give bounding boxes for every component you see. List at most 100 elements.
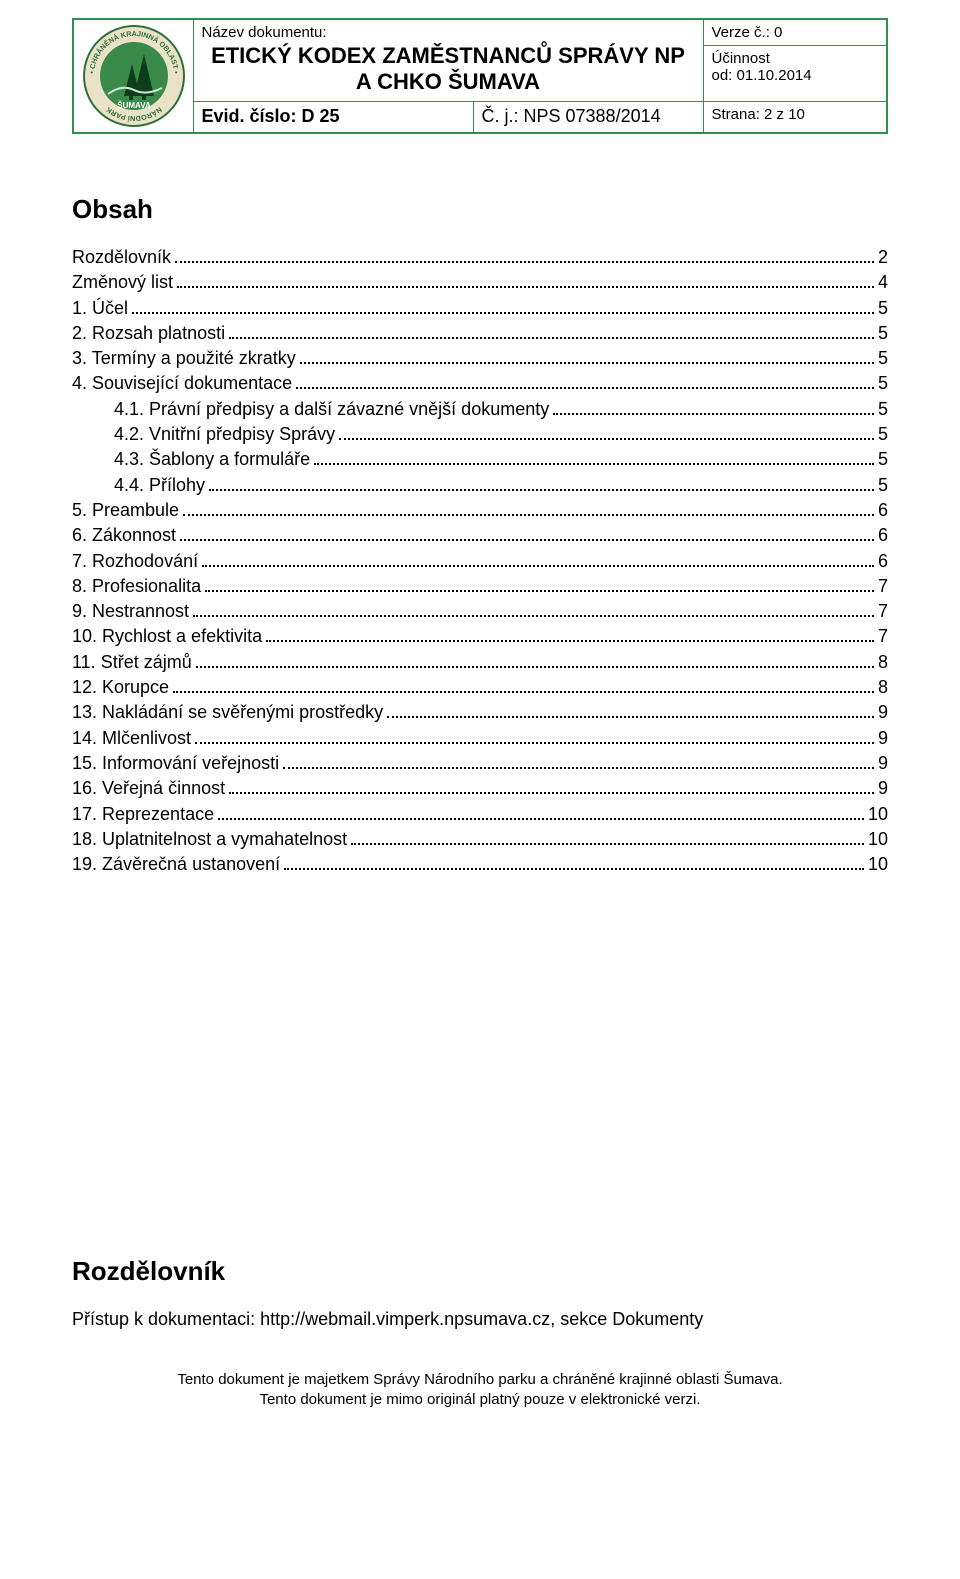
toc-label: 7. Rozhodování	[72, 549, 198, 573]
toc-page: 5	[878, 397, 888, 421]
toc-row: 7. Rozhodování 6	[72, 549, 888, 573]
toc-label: Rozdělovník	[72, 245, 171, 269]
toc-dots	[193, 602, 874, 617]
effective-from: od: 01.10.2014	[712, 67, 812, 84]
doc-label: Název dokumentu:	[202, 24, 695, 41]
toc-row: 10. Rychlost a efektivita 7	[72, 624, 888, 648]
toc-page: 6	[878, 498, 888, 522]
toc-dots	[266, 627, 874, 642]
version-cell: Verze č.: 0 Účinnost od: 01.10.2014	[703, 19, 887, 102]
svg-text:ŠUMAVA: ŠUMAVA	[117, 101, 151, 110]
toc-page: 5	[878, 346, 888, 370]
toc-dots	[296, 374, 874, 389]
toc-label: 17. Reprezentace	[72, 802, 214, 826]
evid-number: Evid. číslo: D 25	[202, 106, 340, 126]
disclaimer-line1: Tento dokument je majetkem Správy Národn…	[177, 1371, 782, 1388]
toc-dots	[177, 273, 874, 288]
toc-dots	[339, 425, 874, 440]
toc-row: 5. Preambule 6	[72, 498, 888, 522]
toc-row: 15. Informování veřejnosti9	[72, 751, 888, 775]
toc-dots	[205, 577, 874, 592]
toc-row: 16. Veřejná činnost9	[72, 776, 888, 800]
toc-page: 4	[878, 270, 888, 294]
toc-row: 18. Uplatnitelnost a vymahatelnost 10	[72, 827, 888, 851]
strana-cell: Strana: 2 z 10	[703, 102, 887, 133]
toc-dots	[314, 450, 874, 465]
toc-page: 5	[878, 422, 888, 446]
toc-page: 10	[868, 827, 888, 851]
toc-row: Rozdělovník2	[72, 245, 888, 269]
sumava-logo-icon: • CHRÁNĚNÁ KRAJINNÁ OBLAST • NÁRODNÍ PAR…	[82, 24, 186, 128]
effective-block: Účinnost od: 01.10.2014	[704, 46, 887, 88]
toc-label: 1. Účel	[72, 296, 128, 320]
toc-page: 5	[878, 447, 888, 471]
toc-label: 4.4. Přílohy	[114, 473, 205, 497]
doc-title-cell: Název dokumentu: ETICKÝ KODEX ZAMĚSTNANC…	[193, 19, 703, 102]
toc-page: 5	[878, 371, 888, 395]
toc-label: 4. Související dokumentace	[72, 371, 292, 395]
toc-label: 6. Zákonnost	[72, 523, 176, 547]
toc-label: 10. Rychlost a efektivita	[72, 624, 262, 648]
toc-dots	[183, 501, 874, 516]
toc-row: 6. Zákonnost 6	[72, 523, 888, 547]
document-header-table: • CHRÁNĚNÁ KRAJINNÁ OBLAST • NÁRODNÍ PAR…	[72, 18, 888, 134]
toc-dots	[218, 804, 864, 819]
toc-row: 3. Termíny a použité zkratky5	[72, 346, 888, 370]
page: • CHRÁNĚNÁ KRAJINNÁ OBLAST • NÁRODNÍ PAR…	[0, 0, 960, 1449]
toc-label: 4.3. Šablony a formuláře	[114, 447, 310, 471]
toc-label: 11. Střet zájmů	[72, 650, 192, 674]
toc-label: 18. Uplatnitelnost a vymahatelnost	[72, 827, 347, 851]
toc-row: 4.3. Šablony a formuláře 5	[72, 447, 888, 471]
section-heading-obsah: Obsah	[72, 194, 888, 225]
toc-page: 8	[878, 650, 888, 674]
toc-row: 11. Střet zájmů 8	[72, 650, 888, 674]
disclaimer-line2: Tento dokument je mimo originál platný p…	[259, 1391, 700, 1408]
toc-dots	[196, 652, 874, 667]
toc-label: 12. Korupce	[72, 675, 169, 699]
toc-dots	[284, 855, 864, 870]
toc-label: 16. Veřejná činnost	[72, 776, 225, 800]
toc-page: 6	[878, 549, 888, 573]
toc-page: 9	[878, 751, 888, 775]
access-line: Přístup k dokumentaci: http://webmail.vi…	[72, 1309, 888, 1330]
toc-page: 7	[878, 599, 888, 623]
logo-cell: • CHRÁNĚNÁ KRAJINNÁ OBLAST • NÁRODNÍ PAR…	[73, 19, 193, 133]
toc-dots	[283, 754, 874, 769]
toc-row: 1. Účel 5	[72, 296, 888, 320]
toc-row: 8. Profesionalita7	[72, 574, 888, 598]
toc-dots	[229, 324, 874, 339]
cj-number: Č. j.: NPS 07388/2014	[482, 106, 661, 126]
toc-dots	[175, 248, 874, 263]
toc-dots	[173, 678, 874, 693]
evid-cell: Evid. číslo: D 25	[193, 102, 473, 133]
toc-row: 4.4. Přílohy5	[72, 473, 888, 497]
toc-label: 4.1. Právní předpisy a další závazné vně…	[114, 397, 549, 421]
disclaimer: Tento dokument je majetkem Správy Národn…	[72, 1370, 888, 1409]
toc-dots	[132, 298, 874, 313]
toc-row: 4. Související dokumentace 5	[72, 371, 888, 395]
toc-label: 19. Závěrečná ustanovení	[72, 852, 280, 876]
toc-dots	[195, 728, 874, 743]
toc-page: 9	[878, 726, 888, 750]
toc-dots	[209, 475, 874, 490]
toc-label: 5. Preambule	[72, 498, 179, 522]
toc-row: 19. Závěrečná ustanovení10	[72, 852, 888, 876]
toc-dots	[202, 551, 874, 566]
toc-page: 7	[878, 624, 888, 648]
toc-row: 17. Reprezentace10	[72, 802, 888, 826]
toc-dots	[553, 399, 874, 414]
doc-title: ETICKÝ KODEX ZAMĚSTNANCŮ SPRÁVY NP A CHK…	[202, 41, 695, 96]
toc-dots	[229, 779, 874, 794]
toc-label: 13. Nakládání se svěřenými prostředky	[72, 700, 383, 724]
toc-page: 5	[878, 296, 888, 320]
logo: • CHRÁNĚNÁ KRAJINNÁ OBLAST • NÁRODNÍ PAR…	[82, 24, 186, 128]
toc-page: 6	[878, 523, 888, 547]
version-label: Verze č.: 0	[704, 20, 887, 46]
toc-label: 9. Nestrannost	[72, 599, 189, 623]
toc-page: 5	[878, 321, 888, 345]
doc-title-line1: ETICKÝ KODEX ZAMĚSTNANCŮ SPRÁVY NP	[211, 43, 685, 68]
toc-dots	[300, 349, 874, 364]
toc-row: Změnový list4	[72, 270, 888, 294]
page-number: Strana: 2 z 10	[712, 106, 805, 123]
toc-page: 8	[878, 675, 888, 699]
